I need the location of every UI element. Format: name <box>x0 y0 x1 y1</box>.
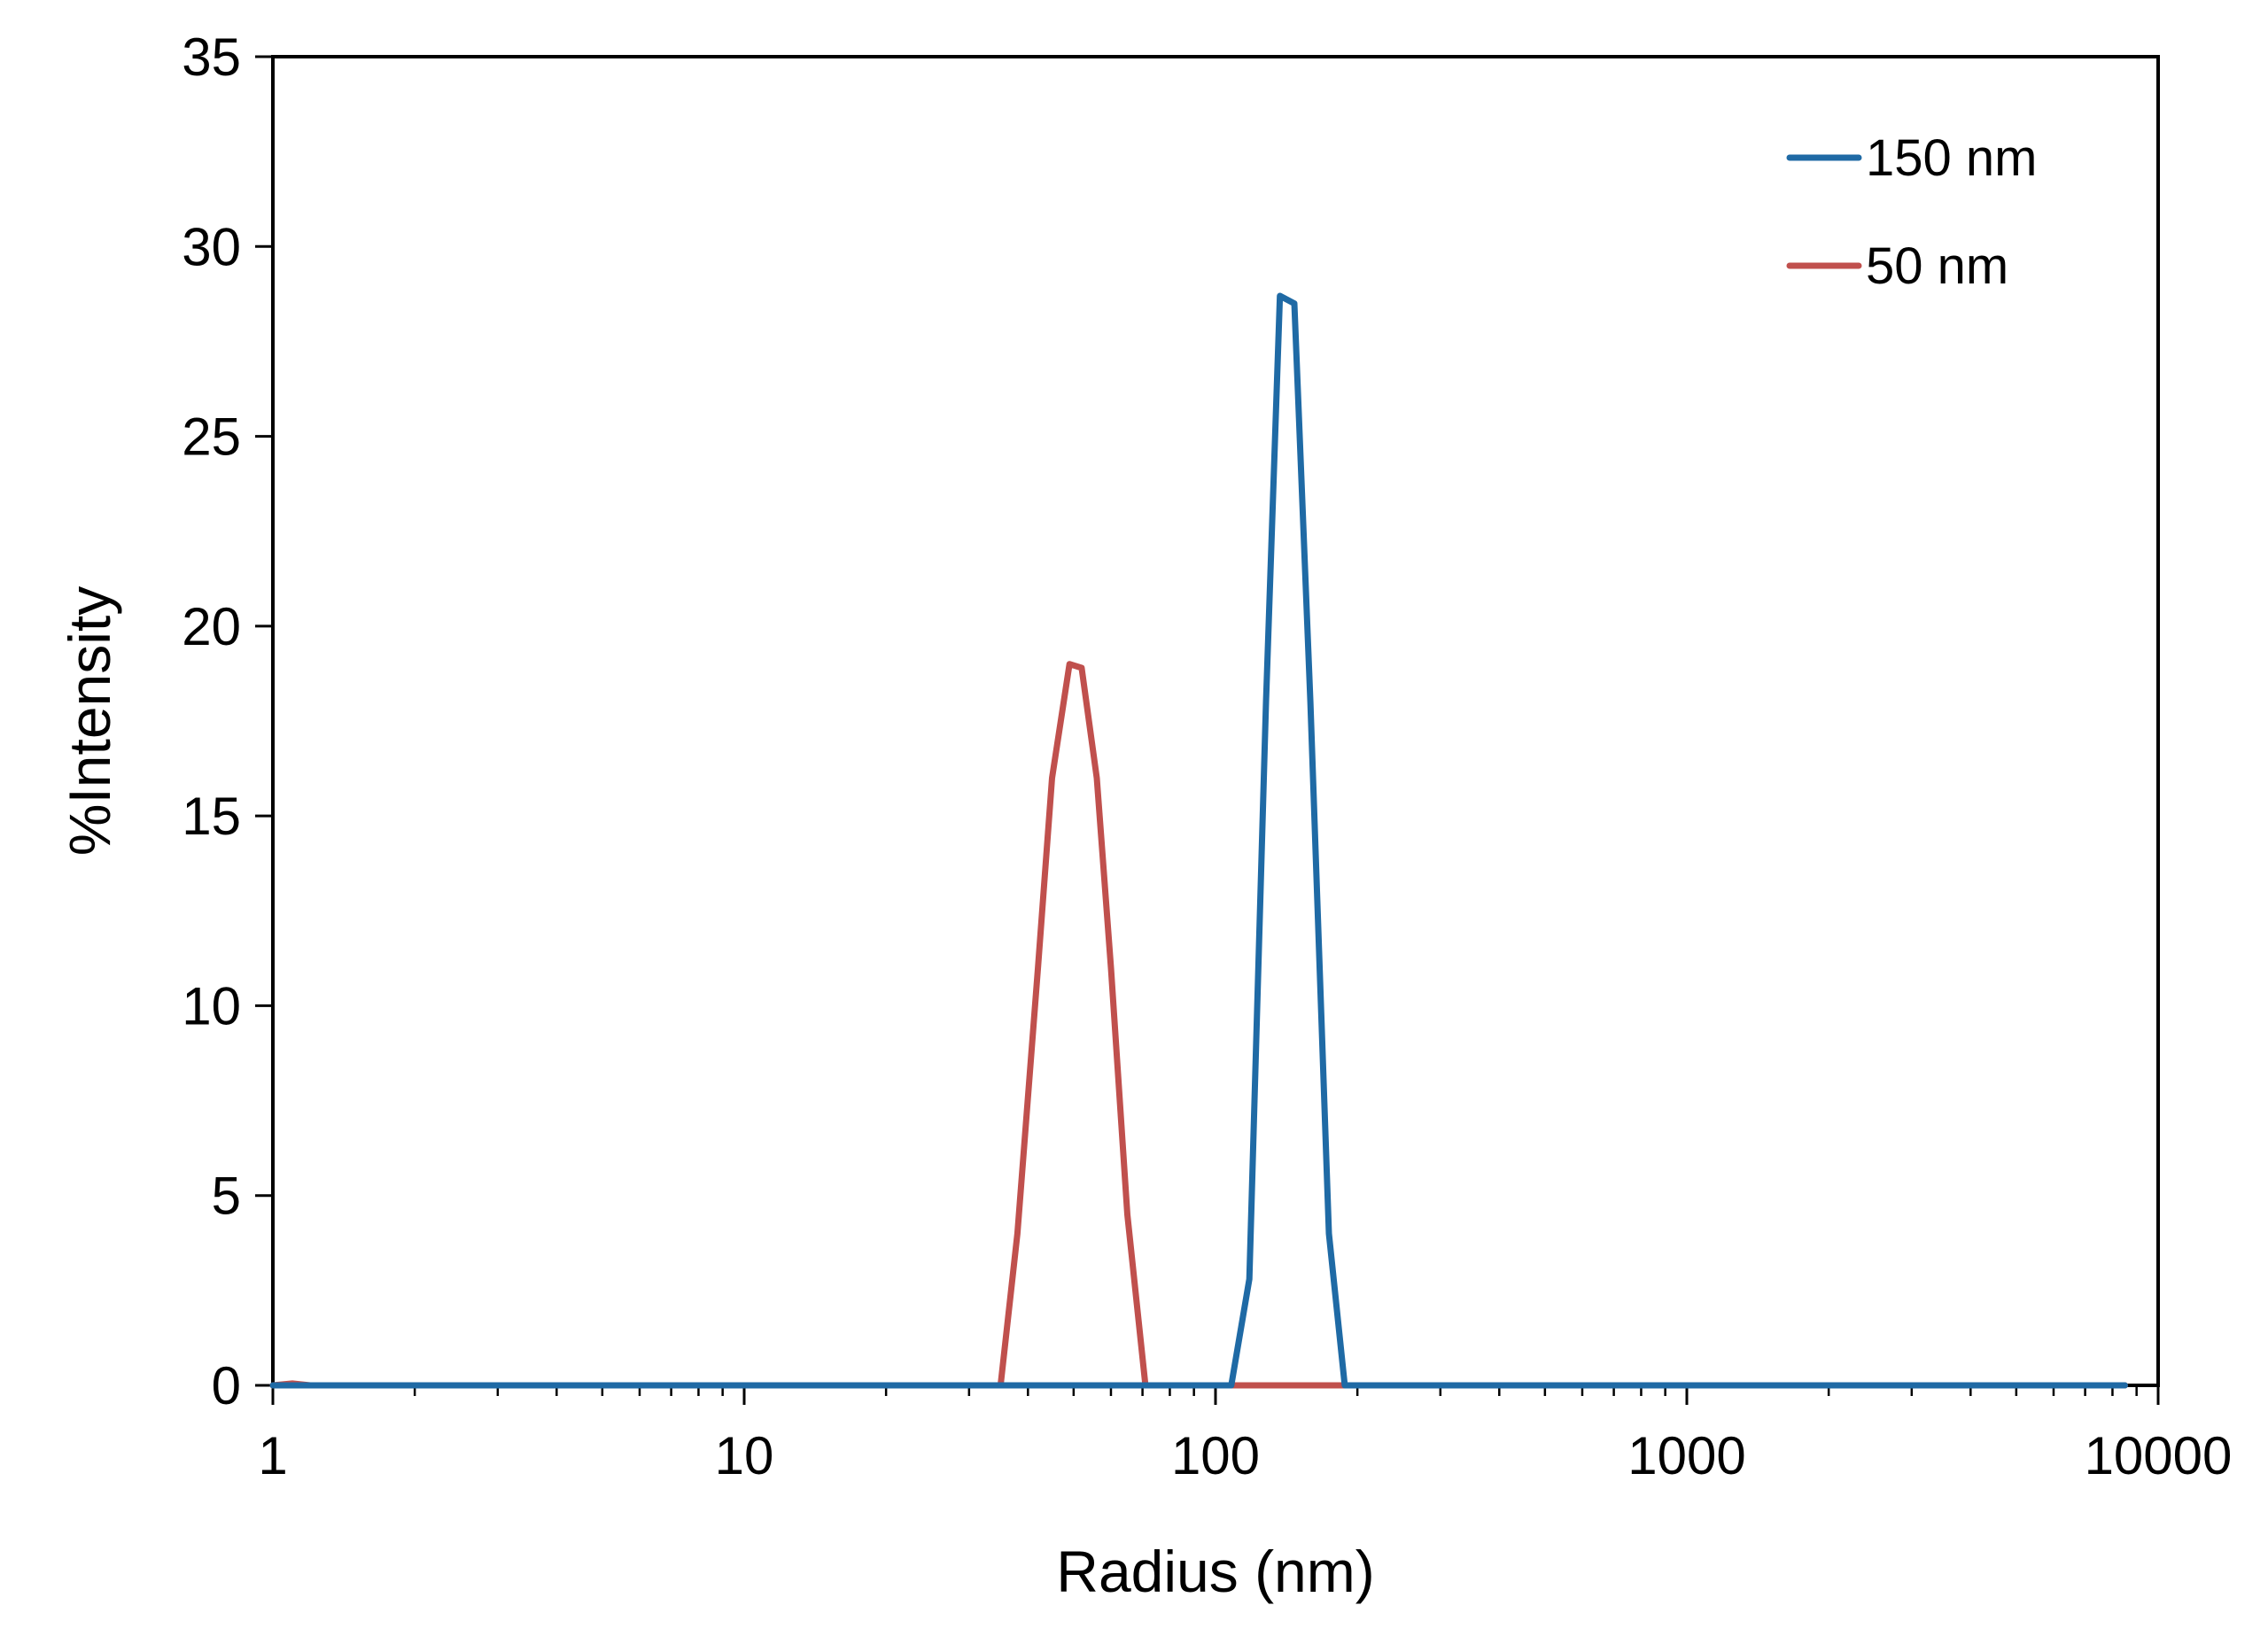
series-line-150-nm <box>269 292 2128 1389</box>
series-layer <box>269 292 2128 1389</box>
plot-area <box>271 55 2160 1387</box>
x-tick-label: 100 <box>1171 1426 1260 1485</box>
x-tick-label: 1 <box>258 1426 287 1485</box>
x-axis-ticks: 1 10 100 1000 10000 <box>258 1385 2232 1485</box>
y-tick-label: 20 <box>182 597 241 656</box>
y-tick-label: 35 <box>182 27 241 87</box>
y-tick-label: 10 <box>182 976 241 1035</box>
y-axis-ticks: 0 5 10 15 20 25 30 35 <box>182 27 273 1415</box>
legend: 150 nm 50 nm <box>1786 129 2037 295</box>
x-axis-title: Radius (nm) <box>1056 1539 1374 1604</box>
x-tick-label: 10000 <box>2085 1426 2233 1485</box>
legend-label: 150 nm <box>1866 129 2037 187</box>
y-tick-label: 30 <box>182 217 241 276</box>
y-tick-label: 5 <box>212 1167 241 1226</box>
x-tick-label: 1000 <box>1627 1426 1745 1485</box>
y-tick-label: 15 <box>182 787 241 846</box>
x-tick-label: 10 <box>715 1426 774 1485</box>
legend-label: 50 nm <box>1866 237 2008 295</box>
y-tick-label: 0 <box>212 1356 241 1415</box>
y-axis-title: %Intensity <box>57 586 122 856</box>
y-tick-label: 25 <box>182 407 241 467</box>
